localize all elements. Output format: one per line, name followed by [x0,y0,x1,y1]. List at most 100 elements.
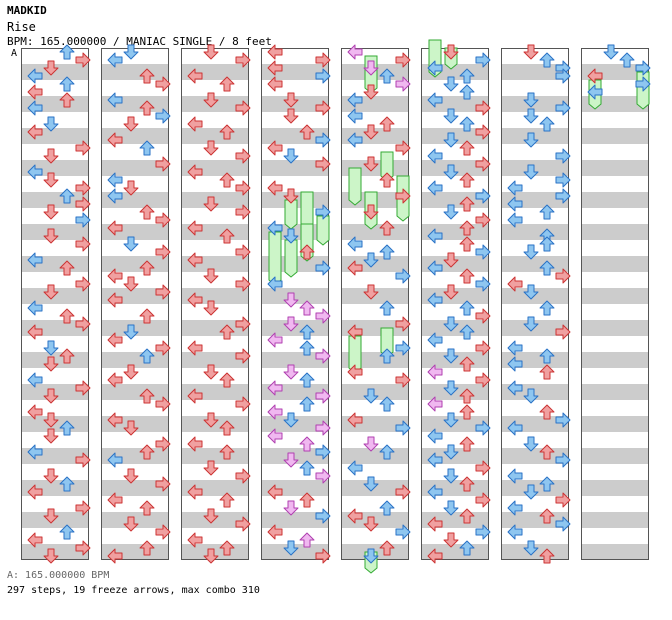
down-arrow-icon [443,412,459,428]
left-arrow-icon [347,324,363,340]
down-arrow-icon [363,124,379,140]
up-arrow-icon [59,92,75,108]
beat-stripe [341,384,409,400]
beat-stripe [581,320,649,336]
right-arrow-icon [315,204,331,220]
measure-column [421,39,491,564]
beat-stripe [21,544,89,560]
down-arrow-icon [523,540,539,556]
left-arrow-icon [507,276,523,292]
left-arrow-icon [267,76,283,92]
left-arrow-icon [107,292,123,308]
right-arrow-icon [75,140,91,156]
beat-stripe [101,256,169,272]
right-arrow-icon [75,236,91,252]
right-arrow-icon [315,260,331,276]
left-arrow-icon [507,500,523,516]
up-arrow-icon [59,76,75,92]
left-arrow-icon [347,364,363,380]
up-arrow-icon [379,220,395,236]
left-arrow-icon [427,332,443,348]
right-arrow-icon [155,340,171,356]
down-arrow-icon [123,116,139,132]
measure-column [21,44,91,564]
right-arrow-icon [75,316,91,332]
up-arrow-icon [299,244,315,260]
up-arrow-icon [139,500,155,516]
left-arrow-icon [107,268,123,284]
up-arrow-icon [299,324,315,340]
down-arrow-icon [443,444,459,460]
down-arrow-icon [363,84,379,100]
right-arrow-icon [155,524,171,540]
beat-stripe [501,96,569,112]
down-arrow-icon [443,316,459,332]
down-arrow-icon [123,236,139,252]
beat-stripe [261,96,329,112]
left-arrow-icon [107,548,123,564]
up-arrow-icon [379,300,395,316]
left-arrow-icon [427,548,443,564]
beat-stripe [341,288,409,304]
left-arrow-icon [107,492,123,508]
beat-stripe [581,288,649,304]
up-arrow-icon [59,44,75,60]
down-arrow-icon [443,164,459,180]
beat-stripe [501,160,569,176]
right-arrow-icon [475,212,491,228]
down-arrow-icon [203,300,219,316]
right-arrow-icon [155,284,171,300]
up-arrow-icon [139,540,155,556]
down-arrow-icon [43,388,59,404]
down-arrow-icon [283,228,299,244]
beat-stripe [501,128,569,144]
down-arrow-icon [443,468,459,484]
beat-stripe [581,480,649,496]
left-arrow-icon [267,380,283,396]
up-arrow-icon [459,268,475,284]
left-arrow-icon [187,116,203,132]
beat-stripe [581,416,649,432]
up-arrow-icon [379,500,395,516]
down-arrow-icon [283,412,299,428]
up-arrow-icon [619,52,635,68]
measure-column [181,44,251,564]
down-arrow-icon [123,276,139,292]
artist-name: MADKID [7,4,47,17]
up-arrow-icon [459,300,475,316]
down-arrow-icon [43,548,59,564]
beat-stripe [21,224,89,240]
beat-stripe [261,512,329,528]
beat-stripe [421,128,489,144]
beat-stripe [581,448,649,464]
beat-stripe [341,448,409,464]
beat-stripe [421,384,489,400]
left-arrow-icon [587,84,603,100]
left-arrow-icon [267,60,283,76]
down-arrow-icon [123,420,139,436]
left-arrow-icon [427,396,443,412]
down-arrow-icon [203,140,219,156]
right-arrow-icon [155,108,171,124]
down-arrow-icon [43,228,59,244]
up-arrow-icon [539,364,555,380]
right-arrow-icon [235,316,251,332]
right-arrow-icon [555,268,571,284]
right-arrow-icon [475,492,491,508]
up-arrow-icon [59,420,75,436]
right-arrow-icon [155,76,171,92]
down-arrow-icon [443,380,459,396]
up-arrow-icon [379,68,395,84]
right-arrow-icon [475,372,491,388]
down-arrow-icon [443,44,459,60]
beat-stripe [421,352,489,368]
down-arrow-icon [123,516,139,532]
down-arrow-icon [283,92,299,108]
down-arrow-icon [523,92,539,108]
up-arrow-icon [539,404,555,420]
right-arrow-icon [475,244,491,260]
column-border [581,48,649,560]
beat-stripe [421,416,489,432]
right-arrow-icon [75,540,91,556]
